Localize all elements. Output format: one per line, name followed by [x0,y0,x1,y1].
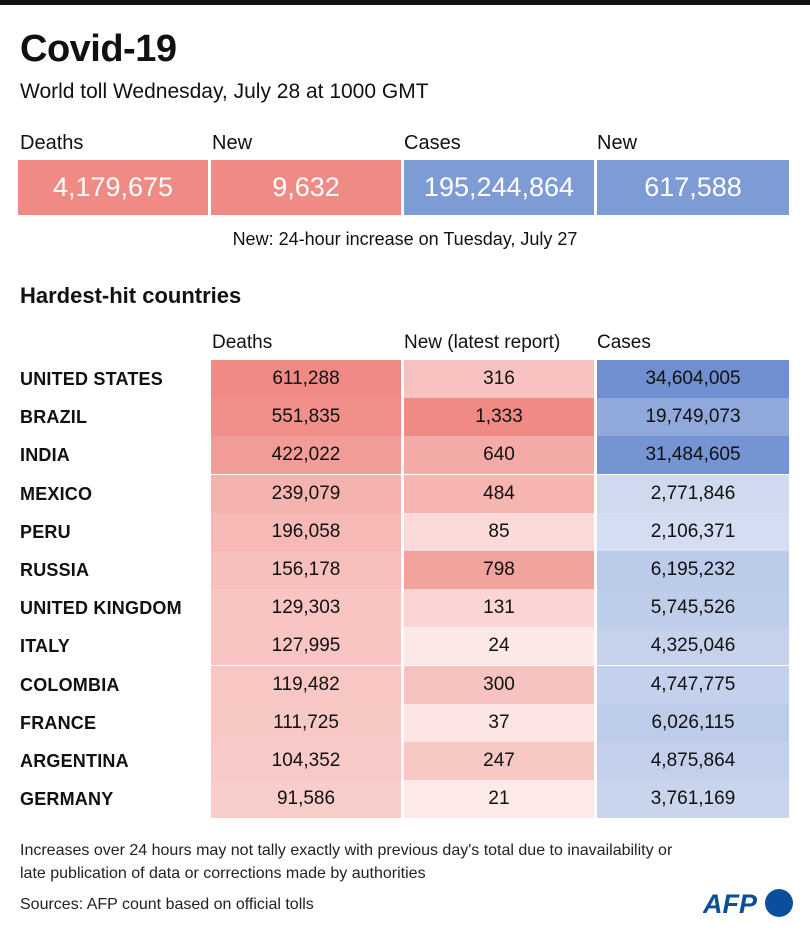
country-name: MEXICO [20,483,93,504]
new-deaths-label: New [212,132,253,154]
afp-logo-text: AFP [703,889,758,919]
section-title: Hardest-hit countries [20,283,242,308]
footnote: Increases over 24 hours may not tally ex… [20,842,673,882]
deaths-cell: 196,058 [211,512,401,551]
table-row: COLOMBIA 119,482 300 4,747,775 [0,665,810,704]
table-row: ARGENTINA 104,352 247 4,875,864 [0,741,810,780]
countries-table: UNITED STATES 611,288 316 34,604,005 BRAZIL 5… [0,360,810,819]
table-row: UNITED KINGDOM 129,303 131 5,745,526 [0,589,810,628]
deaths-cell: 119,482 [211,665,401,704]
new-deaths-box: 9,632 [211,160,401,215]
country-name: BRAZIL [20,407,88,428]
deaths-cell: 551,835 [211,398,401,437]
table-row: GERMANY 91,586 21 3,761,169 [0,780,810,819]
cases-cell: 19,749,073 [597,398,789,437]
new-deaths-cell: 1,333 [404,398,594,437]
country-name: COLOMBIA [20,674,120,695]
table-row: MEXICO 239,079 484 2,771,846 [0,474,810,513]
deaths-cell: 239,079 [211,474,401,513]
cases-total-box: 195,244,864 [404,160,594,215]
new-deaths-cell: 21 [404,780,594,819]
afp-logo-dot [765,889,793,917]
new-deaths-value: 9,632 [272,172,340,202]
new-deaths-cell: 37 [404,703,594,742]
column-header-deaths: Deaths [212,332,273,353]
cases-cell: 31,484,605 [597,436,789,475]
column-header-new: New (latest report) [404,332,561,353]
deaths-cell: 127,995 [211,627,401,666]
country-name: UNITED STATES [20,369,163,389]
country-name: UNITED KINGDOM [20,598,182,619]
summary-note: New: 24-hour increase on Tuesday, July 2… [232,229,578,249]
new-deaths-cell: 131 [404,589,594,628]
cases-cell: 3,761,169 [597,780,789,819]
new-deaths-cell: 798 [404,550,594,589]
deaths-cell: 104,352 [211,741,401,780]
new-deaths-cell: 85 [404,512,594,551]
new-deaths-cell: 484 [404,474,594,513]
cases-cell: 4,747,775 [597,665,789,704]
table-row: BRAZIL 551,835 1,333 19,749,073 [0,398,810,437]
sources-note: Sources: AFP count based on official tol… [20,896,314,913]
cases-cell: 4,875,864 [597,741,789,780]
deaths-cell: 422,022 [211,436,401,475]
deaths-cell: 91,586 [211,780,401,819]
cases-cell: 5,745,526 [597,589,789,628]
table-row: INDIA 422,022 640 31,484,605 [0,436,810,475]
top-rule [0,0,810,5]
country-name: GERMANY [20,789,114,810]
new-cases-box: 617,588 [597,160,789,215]
cases-cell: 2,771,846 [597,474,789,513]
new-deaths-cell: 640 [404,436,594,475]
afp-logo: AFP [703,889,793,919]
deaths-cell: 611,288 [211,360,401,398]
table-row: PERU 196,058 85 2,106,371 [0,512,810,551]
cases-cell: 6,026,115 [597,703,789,742]
cases-total-value: 195,244,864 [423,172,575,202]
country-name: RUSSIA [20,559,90,580]
country-name: INDIA [20,445,70,466]
country-name: PERU [20,521,71,542]
deaths-cell: 129,303 [211,589,401,628]
column-header-cases: Cases [597,332,651,353]
cases-cell: 2,106,371 [597,512,789,551]
page-subtitle: World toll Wednesday, July 28 at 1000 GM… [20,80,429,103]
deaths-cell: 111,725 [211,703,401,742]
table-row: RUSSIA 156,178 798 6,195,232 [0,550,810,589]
table-row: FRANCE 111,725 37 6,026,115 [0,703,810,742]
deaths-label: Deaths [20,132,84,154]
new-cases-value: 617,588 [644,172,742,202]
deaths-total-box: 4,179,675 [18,160,208,215]
new-deaths-cell: 24 [404,627,594,666]
country-name: FRANCE [20,712,97,733]
new-deaths-cell: 247 [404,741,594,780]
country-name: ARGENTINA [20,750,129,771]
cases-cell: 34,604,005 [597,360,789,398]
table-row: ITALY 127,995 24 4,325,046 [0,627,810,666]
country-name: ITALY [20,636,71,657]
cases-cell: 4,325,046 [597,627,789,666]
deaths-cell: 156,178 [211,550,401,589]
new-deaths-cell: 316 [404,360,594,398]
cases-cell: 6,195,232 [597,550,789,589]
table-row: UNITED STATES 611,288 316 34,604,005 [0,360,810,398]
page-title: Covid-19 [20,28,177,70]
deaths-total-value: 4,179,675 [52,172,174,202]
cases-label: Cases [404,132,461,154]
new-cases-label: New [597,132,638,154]
new-deaths-cell: 300 [404,665,594,704]
